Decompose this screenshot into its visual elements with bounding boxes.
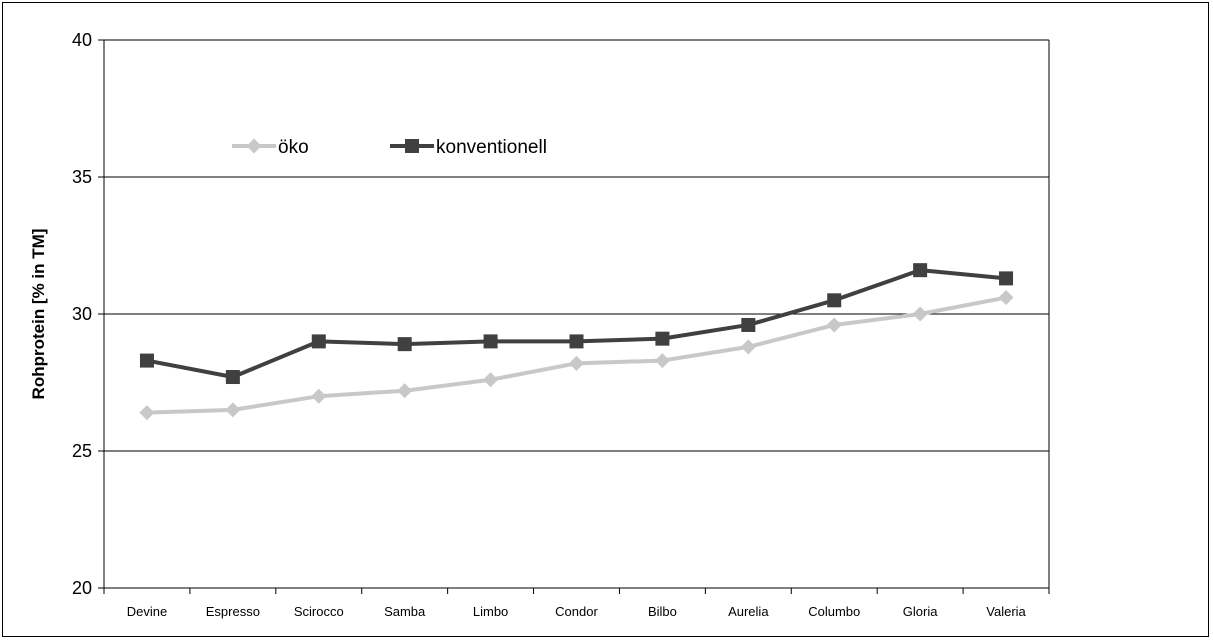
data-point-diamond — [740, 339, 756, 355]
data-point-square — [741, 317, 756, 332]
y-tick-label: 20 — [72, 578, 92, 598]
data-point-square — [913, 263, 928, 278]
data-point-square — [405, 139, 419, 153]
x-tick-label: Columbo — [808, 604, 860, 619]
data-point-square — [139, 353, 154, 368]
data-point-diamond — [225, 402, 241, 418]
legend-item: öko — [232, 137, 309, 158]
series-line — [146, 295, 1007, 415]
legend-label: konventionell — [436, 137, 547, 158]
x-tick-labels: Devine Espresso Scirocco Samba Limbo Condor Bi… — [127, 604, 1027, 619]
legend-label: öko — [278, 137, 309, 158]
data-point-square — [569, 334, 584, 349]
data-point-square — [999, 271, 1014, 286]
data-point-diamond — [654, 353, 670, 369]
y-tick-label: 35 — [72, 167, 92, 187]
x-tick-label: Espresso — [206, 604, 260, 619]
y-tick-label: 30 — [72, 304, 92, 324]
data-point-square — [397, 337, 412, 352]
y-tick-label: 25 — [72, 441, 92, 461]
data-point-square — [225, 370, 240, 385]
data-point-diamond — [569, 355, 584, 371]
data-point-diamond — [311, 388, 327, 404]
x-tick-label: Condor — [555, 604, 598, 619]
data-point-diamond — [912, 306, 928, 322]
y-axis-label: Rohprotein [% in TM] — [29, 229, 48, 400]
x-tick-label: Scirocco — [294, 604, 344, 619]
data-point-diamond — [826, 317, 842, 333]
legend: öko konventionell — [232, 137, 547, 158]
x-tick-label: Gloria — [903, 604, 938, 619]
data-point-diamond — [397, 383, 413, 399]
legend-item: konventionell — [390, 137, 547, 158]
axes — [98, 39, 1050, 594]
data-point-square — [483, 334, 498, 349]
data-point-square — [311, 334, 326, 349]
x-tick-label: Limbo — [473, 604, 508, 619]
data-point-square — [827, 293, 842, 308]
x-tick-label: Samba — [384, 604, 426, 619]
series — [139, 263, 1014, 421]
x-tick-label: Valeria — [986, 604, 1026, 619]
x-tick-label: Devine — [127, 604, 167, 619]
data-point-diamond — [483, 372, 499, 388]
y-tick-label: 40 — [72, 30, 92, 50]
x-tick-label: Bilbo — [648, 604, 677, 619]
y-tick-labels: 20 25 30 35 40 — [72, 30, 92, 598]
data-point-diamond — [998, 290, 1014, 306]
series-konventionell — [139, 263, 1014, 385]
gridlines — [104, 39, 1050, 588]
data-point-diamond — [139, 405, 155, 421]
series-oeko — [139, 290, 1014, 421]
data-point-diamond — [246, 138, 262, 154]
x-tick-label: Aurelia — [728, 604, 769, 619]
data-point-square — [655, 331, 670, 346]
